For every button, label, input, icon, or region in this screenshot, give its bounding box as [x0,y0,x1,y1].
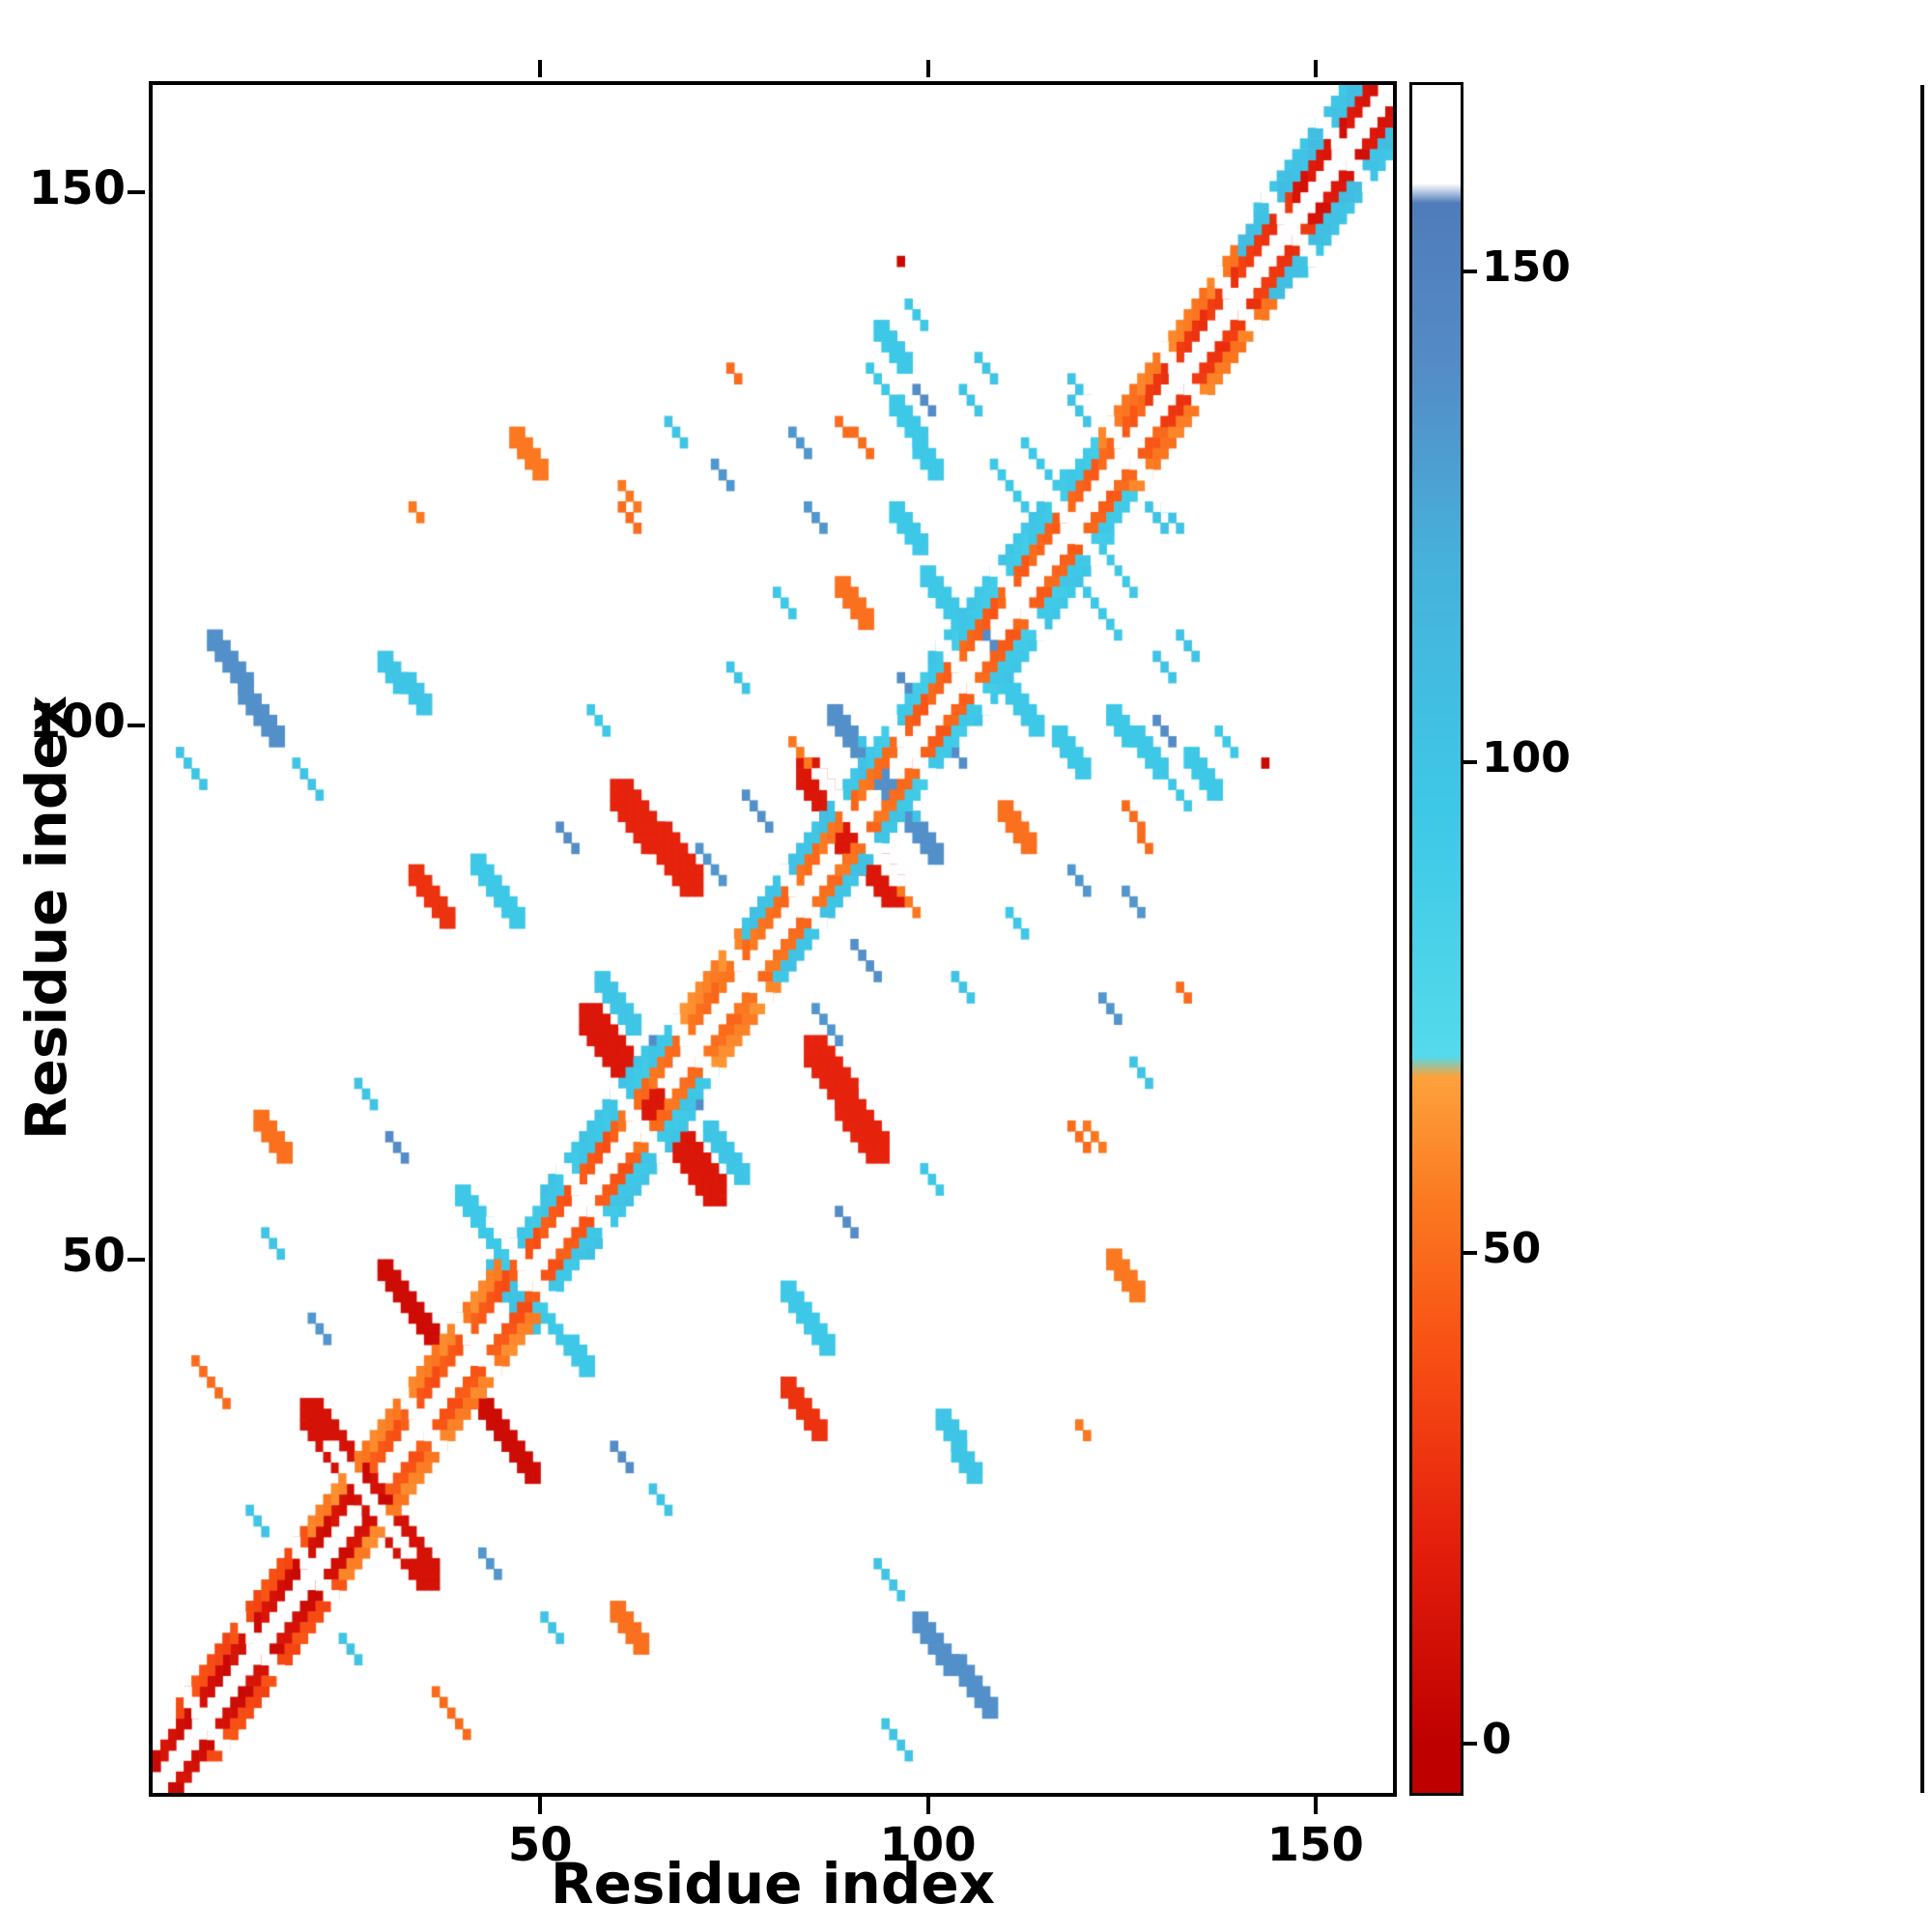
x-tick-mark [538,1797,543,1814]
contact-map-canvas [153,85,1393,1793]
colorbar-tick-mark [1463,760,1477,765]
colorbar-tick-mark [1463,1742,1477,1747]
y-tick-mark [128,1257,145,1262]
colorbar-tick-label: 0 [1482,1715,1512,1765]
colorbar-tick-mark [1463,270,1477,274]
colorbar-tick-label: 100 [1482,733,1571,783]
y-tick-mark [128,724,145,727]
colorbar-tick-label: 150 [1482,242,1571,293]
y-tick-label: 150 [28,160,126,215]
x-tick-mark-top [1313,60,1318,77]
colorbar-tick-label: 50 [1482,1224,1542,1274]
y-tick-label: 100 [28,695,126,749]
y-tick-label: 50 [61,1228,126,1283]
x-tick-label: 150 [1266,1818,1364,1872]
y-axis-title: Residue index [14,695,79,1141]
x-tick-mark-top [538,60,543,77]
x-tick-mark-top [925,60,930,77]
figure-right-spine [1920,85,1924,1793]
x-tick-label: 100 [879,1818,977,1872]
y-tick-mark [128,189,145,194]
x-axis-title: Residue index [550,1851,996,1917]
x-tick-mark [1313,1797,1318,1814]
x-tick-label: 50 [507,1818,573,1872]
colorbar-canvas [1412,85,1461,1793]
x-tick-mark [925,1797,930,1814]
colorbar-tick-mark [1463,1251,1477,1256]
